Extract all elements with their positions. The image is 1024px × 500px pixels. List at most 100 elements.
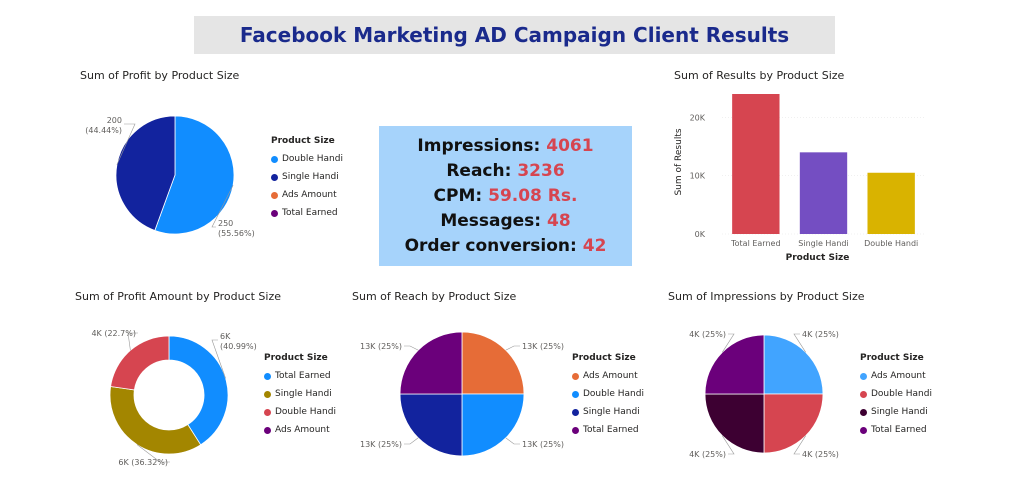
- leader-line: [116, 123, 136, 165]
- profit-amount-donut-chart[interactable]: 6K (40.99%) 6K (36.32%) 4K (22.7%): [60, 310, 340, 480]
- dashboard-title: Facebook Marketing AD Campaign Client Re…: [239, 23, 790, 47]
- data-label: 13K (25%): [522, 342, 564, 351]
- legend-label: Single Handi: [275, 389, 332, 399]
- legend-item-single-handi[interactable]: Single Handi: [572, 403, 644, 421]
- kpi-value: 59.08 Rs.: [488, 185, 578, 206]
- pie-slice-single-handi[interactable]: [115, 115, 176, 231]
- legend-item-total-earned[interactable]: Total Earned: [572, 421, 644, 439]
- kpi-label: Impressions:: [417, 135, 547, 156]
- kpi-messages: Messages: 48: [440, 209, 570, 234]
- leader-line: [793, 435, 806, 455]
- results-bar-svg: 0K 10K 20K Total Earned Single Handi Double H…: [674, 94, 925, 263]
- reach-pie-svg: 13K (25%) 13K (25%) 13K (25%) 13K (25%): [360, 331, 564, 457]
- reach-legend: Product Size Ads Amount Double Handi Singl…: [572, 353, 644, 439]
- pie-slice-double-handi[interactable]: [110, 335, 170, 391]
- legend-label: Total Earned: [282, 208, 338, 218]
- bar-double-handi[interactable]: [867, 172, 915, 234]
- kpi-impressions: Impressions: 4061: [417, 134, 593, 159]
- leader-line: [127, 332, 138, 351]
- legend-item-single-handi[interactable]: Single Handi: [264, 385, 336, 403]
- legend-title: Product Size: [572, 353, 636, 363]
- reach-pie-chart[interactable]: 13K (25%) 13K (25%) 13K (25%) 13K (25%): [340, 310, 640, 480]
- legend-title: Product Size: [271, 136, 335, 146]
- leader-line: [211, 339, 226, 379]
- kpi-label: Messages:: [440, 210, 548, 231]
- pie-slice-double-handi[interactable]: [461, 393, 525, 457]
- legend-item-total-earned[interactable]: Total Earned: [860, 421, 932, 439]
- legend-marker: [572, 372, 579, 380]
- legend-item-double-handi[interactable]: Double Handi: [264, 403, 336, 421]
- legend-item-double-handi[interactable]: Double Handi: [860, 385, 932, 403]
- data-label: 200: [107, 116, 122, 125]
- dashboard-title-banner: Facebook Marketing AD Campaign Client Re…: [194, 16, 835, 54]
- kpi-label: CPM:: [433, 185, 489, 206]
- legend-item-ads-amount[interactable]: Ads Amount: [271, 186, 343, 204]
- legend-item-double-handi[interactable]: Double Handi: [271, 150, 343, 168]
- x-tick-label: Total Earned: [730, 239, 780, 248]
- pie-slice-single-handi[interactable]: [399, 393, 463, 457]
- impressions-chart-title: Sum of Impressions by Product Size: [668, 290, 865, 303]
- leader-line: [505, 345, 520, 351]
- profit-chart-title: Sum of Profit by Product Size: [80, 69, 240, 82]
- leader-line: [722, 435, 735, 455]
- kpi-label: Reach:: [446, 160, 518, 181]
- leader-line: [722, 333, 735, 353]
- legend-label: Total Earned: [871, 425, 927, 435]
- legend-marker: [271, 173, 278, 181]
- data-label: 4K (25%): [802, 450, 839, 459]
- data-label: 250: [218, 219, 233, 228]
- leader-line: [211, 185, 234, 228]
- pie-slice-ads-amount[interactable]: [763, 334, 824, 395]
- y-tick-label: 0K: [695, 230, 706, 239]
- bar-single-handi[interactable]: [799, 152, 848, 234]
- impressions-pie-chart[interactable]: 4K (25%) 4K (25%) 4K (25%) 4K (25%): [660, 310, 960, 480]
- data-label-pct: (40.99%): [220, 342, 257, 351]
- legend-marker: [264, 408, 271, 416]
- kpi-order-conversion: Order conversion: 42: [405, 234, 607, 259]
- legend-marker: [860, 372, 867, 380]
- legend-item-single-handi[interactable]: Single Handi: [271, 168, 343, 186]
- legend-item-ads-amount[interactable]: Ads Amount: [860, 367, 932, 385]
- x-tick-label: Single Handi: [798, 239, 848, 248]
- legend-marker: [264, 426, 271, 434]
- kpi-label: Order conversion:: [404, 235, 583, 256]
- profit-amount-donut-svg: 6K(40.99%) 6K (36.32%) 4K (22.7%): [91, 329, 257, 467]
- data-label: 4K (25%): [689, 330, 726, 339]
- legend-item-total-earned[interactable]: Total Earned: [271, 204, 343, 222]
- legend-item-double-handi[interactable]: Double Handi: [572, 385, 644, 403]
- pie-slice-single-handi[interactable]: [109, 386, 202, 455]
- bar-total-earned[interactable]: [732, 94, 780, 234]
- pie-slice-ads-amount[interactable]: [461, 331, 525, 395]
- legend-marker: [572, 390, 579, 398]
- results-bar-chart[interactable]: 0K 10K 20K Total Earned Single Handi Double H…: [665, 85, 945, 265]
- leader-line: [505, 437, 520, 445]
- legend-label: Double Handi: [583, 389, 644, 399]
- legend-item-total-earned[interactable]: Total Earned: [264, 367, 336, 385]
- data-label-pct: (55.56%): [218, 229, 255, 238]
- profit-pie-chart[interactable]: 250 (55.56%) 200 (44.44%): [60, 90, 360, 260]
- profit-legend: Product Size Double Handi Single Handi Ads…: [271, 136, 343, 222]
- pie-slice-total-earned[interactable]: [168, 335, 229, 446]
- y-axis-label: Sum of Results: [674, 128, 684, 195]
- data-label: 13K (25%): [360, 440, 402, 449]
- data-label: 6K (36.32%): [118, 458, 168, 467]
- impressions-legend: Product Size Ads Amount Double Handi Singl…: [860, 353, 932, 439]
- legend-marker: [860, 426, 867, 434]
- legend-label: Double Handi: [275, 407, 336, 417]
- legend-item-single-handi[interactable]: Single Handi: [860, 403, 932, 421]
- legend-marker: [264, 372, 271, 380]
- data-label: 13K (25%): [360, 342, 402, 351]
- pie-slice-total-earned[interactable]: [399, 331, 463, 395]
- legend-item-ads-amount[interactable]: Ads Amount: [264, 421, 336, 439]
- pie-slice-double-handi[interactable]: [763, 393, 824, 454]
- y-tick-label: 10K: [690, 172, 706, 181]
- kpi-value: 48: [547, 210, 571, 231]
- legend-label: Ads Amount: [282, 190, 337, 200]
- pie-slice-total-earned[interactable]: [704, 334, 765, 395]
- kpi-reach: Reach: 3236: [446, 159, 564, 184]
- legend-marker: [860, 408, 867, 416]
- pie-slice-single-handi[interactable]: [704, 393, 765, 454]
- legend-item-ads-amount[interactable]: Ads Amount: [572, 367, 644, 385]
- data-label: 4K (25%): [689, 450, 726, 459]
- legend-label: Double Handi: [282, 154, 343, 164]
